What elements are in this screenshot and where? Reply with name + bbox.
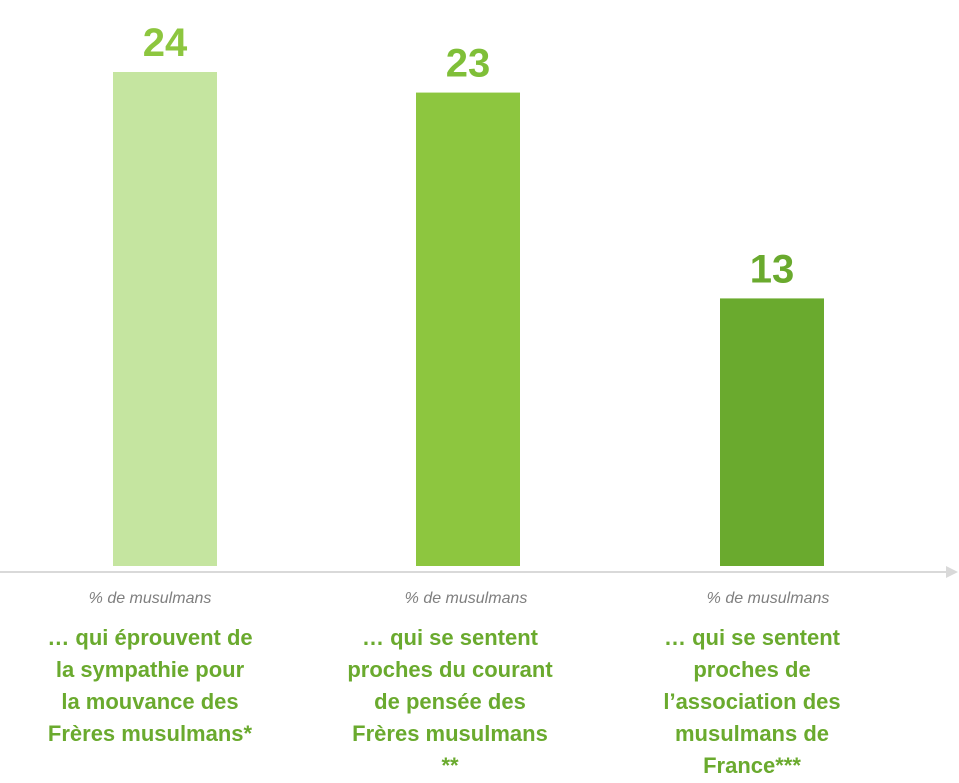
value-label: 13	[750, 247, 795, 291]
bar	[113, 72, 217, 566]
category-note: % de musulmans	[405, 590, 528, 607]
value-label: 24	[143, 21, 188, 65]
category-label: … qui se sentent proches du courant de p…	[347, 625, 553, 778]
category-label: … qui éprouvent de la sympathie pour la …	[47, 625, 253, 746]
bar	[416, 92, 520, 566]
category-label: … qui se sentent proches de l’associatio…	[663, 625, 841, 778]
category-note: % de musulmans	[707, 590, 830, 607]
value-label: 23	[446, 42, 491, 86]
axis-arrow	[946, 566, 958, 578]
category-note: % de musulmans	[89, 590, 212, 607]
bar	[720, 298, 824, 566]
